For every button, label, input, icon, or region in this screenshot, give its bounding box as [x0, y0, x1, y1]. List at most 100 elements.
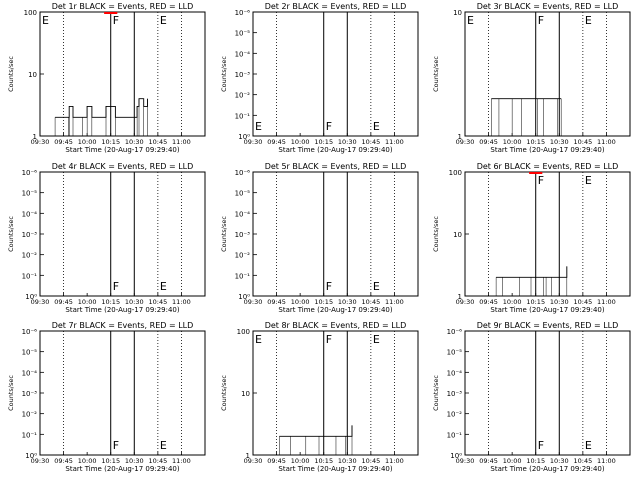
y-tick-label: 10⁻²	[235, 252, 251, 260]
y-tick-label: 100	[24, 9, 37, 17]
event-marker-e: E	[160, 14, 167, 27]
x-tick-label: 09:45	[479, 138, 498, 146]
y-axis-label: Counts/sec	[220, 216, 228, 252]
x-tick-label: 10:30	[338, 457, 357, 465]
event-marker-e: E	[42, 14, 49, 27]
y-tick-label: 10⁻⁵	[22, 190, 38, 198]
event-marker-f: F	[538, 174, 544, 187]
y-tick-label: 100	[449, 169, 462, 177]
x-tick-label: 10:30	[125, 457, 144, 465]
plot-frame	[464, 11, 631, 137]
y-tick-label: 10⁰	[238, 293, 250, 301]
x-tick-label: 10:15	[526, 298, 545, 306]
x-tick-label: 09:30	[244, 138, 263, 146]
plot-frame	[39, 171, 206, 297]
x-tick-label: 10:15	[101, 298, 120, 306]
chart-title: Det 5r BLACK = Events, RED = LLD	[265, 162, 407, 171]
chart-title: Det 3r BLACK = Events, RED = LLD	[477, 2, 619, 11]
panel-det-9: Det 9r BLACK = Events, RED = LLD 09:30 09:…	[432, 321, 631, 473]
x-tick-label: 09:45	[267, 457, 286, 465]
event-marker-f: F	[326, 280, 332, 293]
chart-title: Det 2r BLACK = Events, RED = LLD	[265, 2, 407, 11]
y-tick-label: 10⁰	[450, 452, 462, 460]
y-tick-label: 10	[28, 71, 37, 79]
event-marker-f: F	[326, 120, 332, 133]
y-tick-label: 10⁻⁵	[235, 190, 251, 198]
y-tick-label: 10⁰	[25, 293, 37, 301]
x-tick-label: 10:00	[503, 457, 522, 465]
panel-det-4: Det 4r BLACK = Events, RED = LLD 09:30 09:…	[7, 162, 206, 314]
x-axis-label: Start Time (20-Aug-17 09:29:40)	[278, 146, 392, 154]
x-tick-label: 10:45	[573, 457, 592, 465]
y-axis-label: Counts/sec	[432, 56, 440, 92]
x-tick-label: 10:15	[101, 457, 120, 465]
x-tick-label: 11:00	[172, 457, 191, 465]
event-marker-e: E	[160, 439, 167, 452]
x-tick-label: 10:45	[573, 298, 592, 306]
y-tick-label: 1	[458, 293, 462, 301]
x-tick-label: 10:00	[291, 298, 310, 306]
x-tick-label: 10:45	[148, 457, 167, 465]
x-tick-label: 11:00	[172, 298, 191, 306]
x-tick-label: 11:00	[597, 138, 616, 146]
event-marker-e: E	[373, 333, 380, 346]
x-tick-label: 10:30	[550, 298, 569, 306]
x-tick-label: 10:15	[314, 457, 333, 465]
plot-frame	[252, 171, 419, 297]
y-axis-label: Counts/sec	[432, 375, 440, 411]
x-tick-label: 10:15	[314, 138, 333, 146]
x-tick-label: 10:00	[78, 457, 97, 465]
x-axis-label: Start Time (20-Aug-17 09:29:40)	[490, 465, 604, 473]
event-marker-f: F	[538, 439, 544, 452]
event-marker-e: E	[585, 14, 592, 27]
y-tick-label: 10⁻¹	[22, 272, 38, 280]
x-tick-label: 11:00	[172, 138, 191, 146]
x-tick-label: 09:30	[31, 138, 50, 146]
x-tick-label: 10:45	[148, 138, 167, 146]
x-tick-label: 10:30	[125, 298, 144, 306]
y-tick-label: 10⁻⁴	[235, 210, 251, 218]
x-tick-label: 09:30	[456, 138, 475, 146]
y-tick-label: 10⁻¹	[235, 272, 251, 280]
x-tick-label: 10:30	[125, 138, 144, 146]
y-axis-label: Counts/sec	[432, 216, 440, 252]
event-marker-f: F	[538, 14, 544, 27]
y-tick-label: 1	[458, 133, 462, 141]
event-marker-e: E	[585, 439, 592, 452]
y-tick-label: 10⁻⁴	[22, 369, 38, 377]
chart-title: Det 1r BLACK = Events, RED = LLD	[52, 2, 194, 11]
chart-title: Det 8r BLACK = Events, RED = LLD	[265, 321, 407, 330]
y-tick-label: 10⁻⁴	[447, 369, 463, 377]
x-tick-label: 10:00	[78, 138, 97, 146]
x-axis-label: Start Time (20-Aug-17 09:29:40)	[278, 306, 392, 314]
x-tick-label: 09:45	[479, 298, 498, 306]
y-tick-label: 10⁻⁶	[235, 9, 251, 17]
x-tick-label: 10:00	[78, 298, 97, 306]
event-marker-f: F	[113, 14, 119, 27]
y-tick-label: 10⁻⁴	[22, 210, 38, 218]
plot-frame	[252, 11, 419, 137]
y-tick-label: 1	[33, 133, 37, 141]
plot-frame	[464, 330, 631, 456]
x-tick-label: 10:15	[526, 457, 545, 465]
y-tick-label: 10⁻⁶	[447, 328, 463, 336]
event-marker-f: F	[326, 333, 332, 346]
y-tick-label: 10⁻³	[22, 231, 38, 239]
y-tick-label: 10⁻⁶	[22, 328, 38, 336]
x-tick-label: 10:45	[361, 457, 380, 465]
y-tick-label: 10⁻²	[447, 411, 463, 419]
y-tick-label: 10⁻¹	[447, 431, 463, 439]
event-marker-f: F	[113, 280, 119, 293]
x-tick-label: 10:00	[291, 457, 310, 465]
x-tick-label: 09:30	[244, 298, 263, 306]
x-tick-label: 11:00	[385, 138, 404, 146]
y-tick-label: 10⁻¹	[235, 112, 251, 120]
y-tick-label: 1	[246, 452, 250, 460]
x-tick-label: 11:00	[597, 457, 616, 465]
y-tick-label: 10⁻⁶	[235, 169, 251, 177]
x-tick-label: 09:45	[54, 138, 73, 146]
y-tick-label: 10⁻⁵	[235, 30, 251, 38]
y-tick-label: 10⁻³	[447, 390, 463, 398]
y-tick-label: 10	[453, 231, 462, 239]
